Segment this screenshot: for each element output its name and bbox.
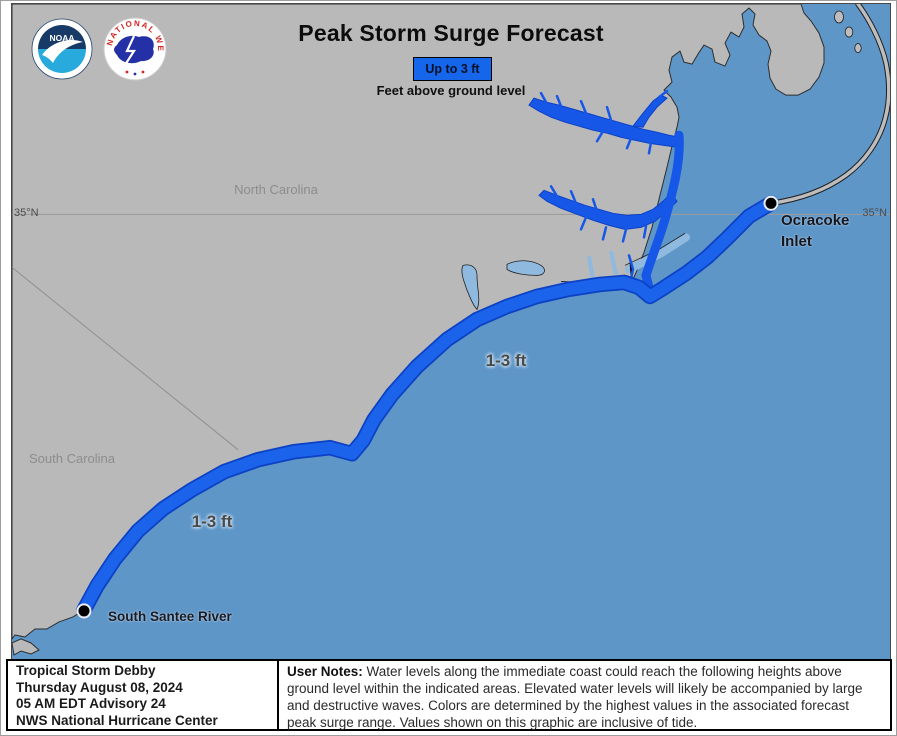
user-notes-box: User Notes: Water levels along the immed…: [277, 659, 892, 731]
latitude-label-right: 35°N: [862, 207, 887, 219]
pungo-branch: [632, 94, 668, 128]
storm-info-box: Tropical Storm Debby Thursday August 08,…: [6, 659, 281, 731]
place-label-ocracoke-inlet: Ocracoke Inlet: [781, 212, 850, 250]
state-label-south-carolina: South Carolina: [29, 451, 115, 466]
land-spit: [12, 638, 40, 656]
barrier-islands: [768, 4, 890, 207]
latitude-label-left: 35°N: [14, 207, 39, 219]
page-title: Peak Storm Surge Forecast: [298, 20, 604, 46]
user-notes-text: Water levels along the immediate coast c…: [287, 664, 863, 730]
surge-coastal-band: [76, 195, 779, 618]
ocracoke-inlet-dot: [763, 195, 779, 211]
noaa-logo: NOAA: [31, 18, 93, 80]
surge-value-label-south: 1-3 ft: [191, 512, 233, 531]
storm-name: Tropical Storm Debby: [16, 663, 156, 678]
state-label-north-carolina: North Carolina: [234, 182, 318, 197]
forecast-map: NOAA NATIONAL WEATHER SERVICE Peak Storm…: [11, 3, 891, 660]
place-label-south-santee-river: South Santee River: [108, 609, 232, 624]
surge-sound-fringe: [641, 130, 684, 292]
storm-org: NWS National Hurricane Center: [16, 712, 218, 728]
surge-river-tendrils: [539, 89, 669, 281]
user-notes-label: User Notes:: [287, 664, 363, 679]
legend-caption: Feet above ground level: [376, 83, 526, 98]
storm-advisory: 05 AM EDT Advisory 24: [16, 696, 166, 711]
south-santee-river-dot: [76, 603, 92, 619]
coastline-map-graphic: [12, 4, 890, 659]
noaa-logo-text: NOAA: [49, 33, 74, 43]
agency-logos: NOAA NATIONAL WEATHER SERVICE: [29, 15, 167, 81]
storm-date: Thursday August 08, 2024: [16, 679, 183, 695]
neuse-river: [538, 189, 678, 230]
state-border-line: [12, 267, 239, 451]
surge-value-label-north: 1-3 ft: [485, 351, 527, 370]
legend-swatch-up-to-3ft: Up to 3 ft: [413, 57, 492, 81]
